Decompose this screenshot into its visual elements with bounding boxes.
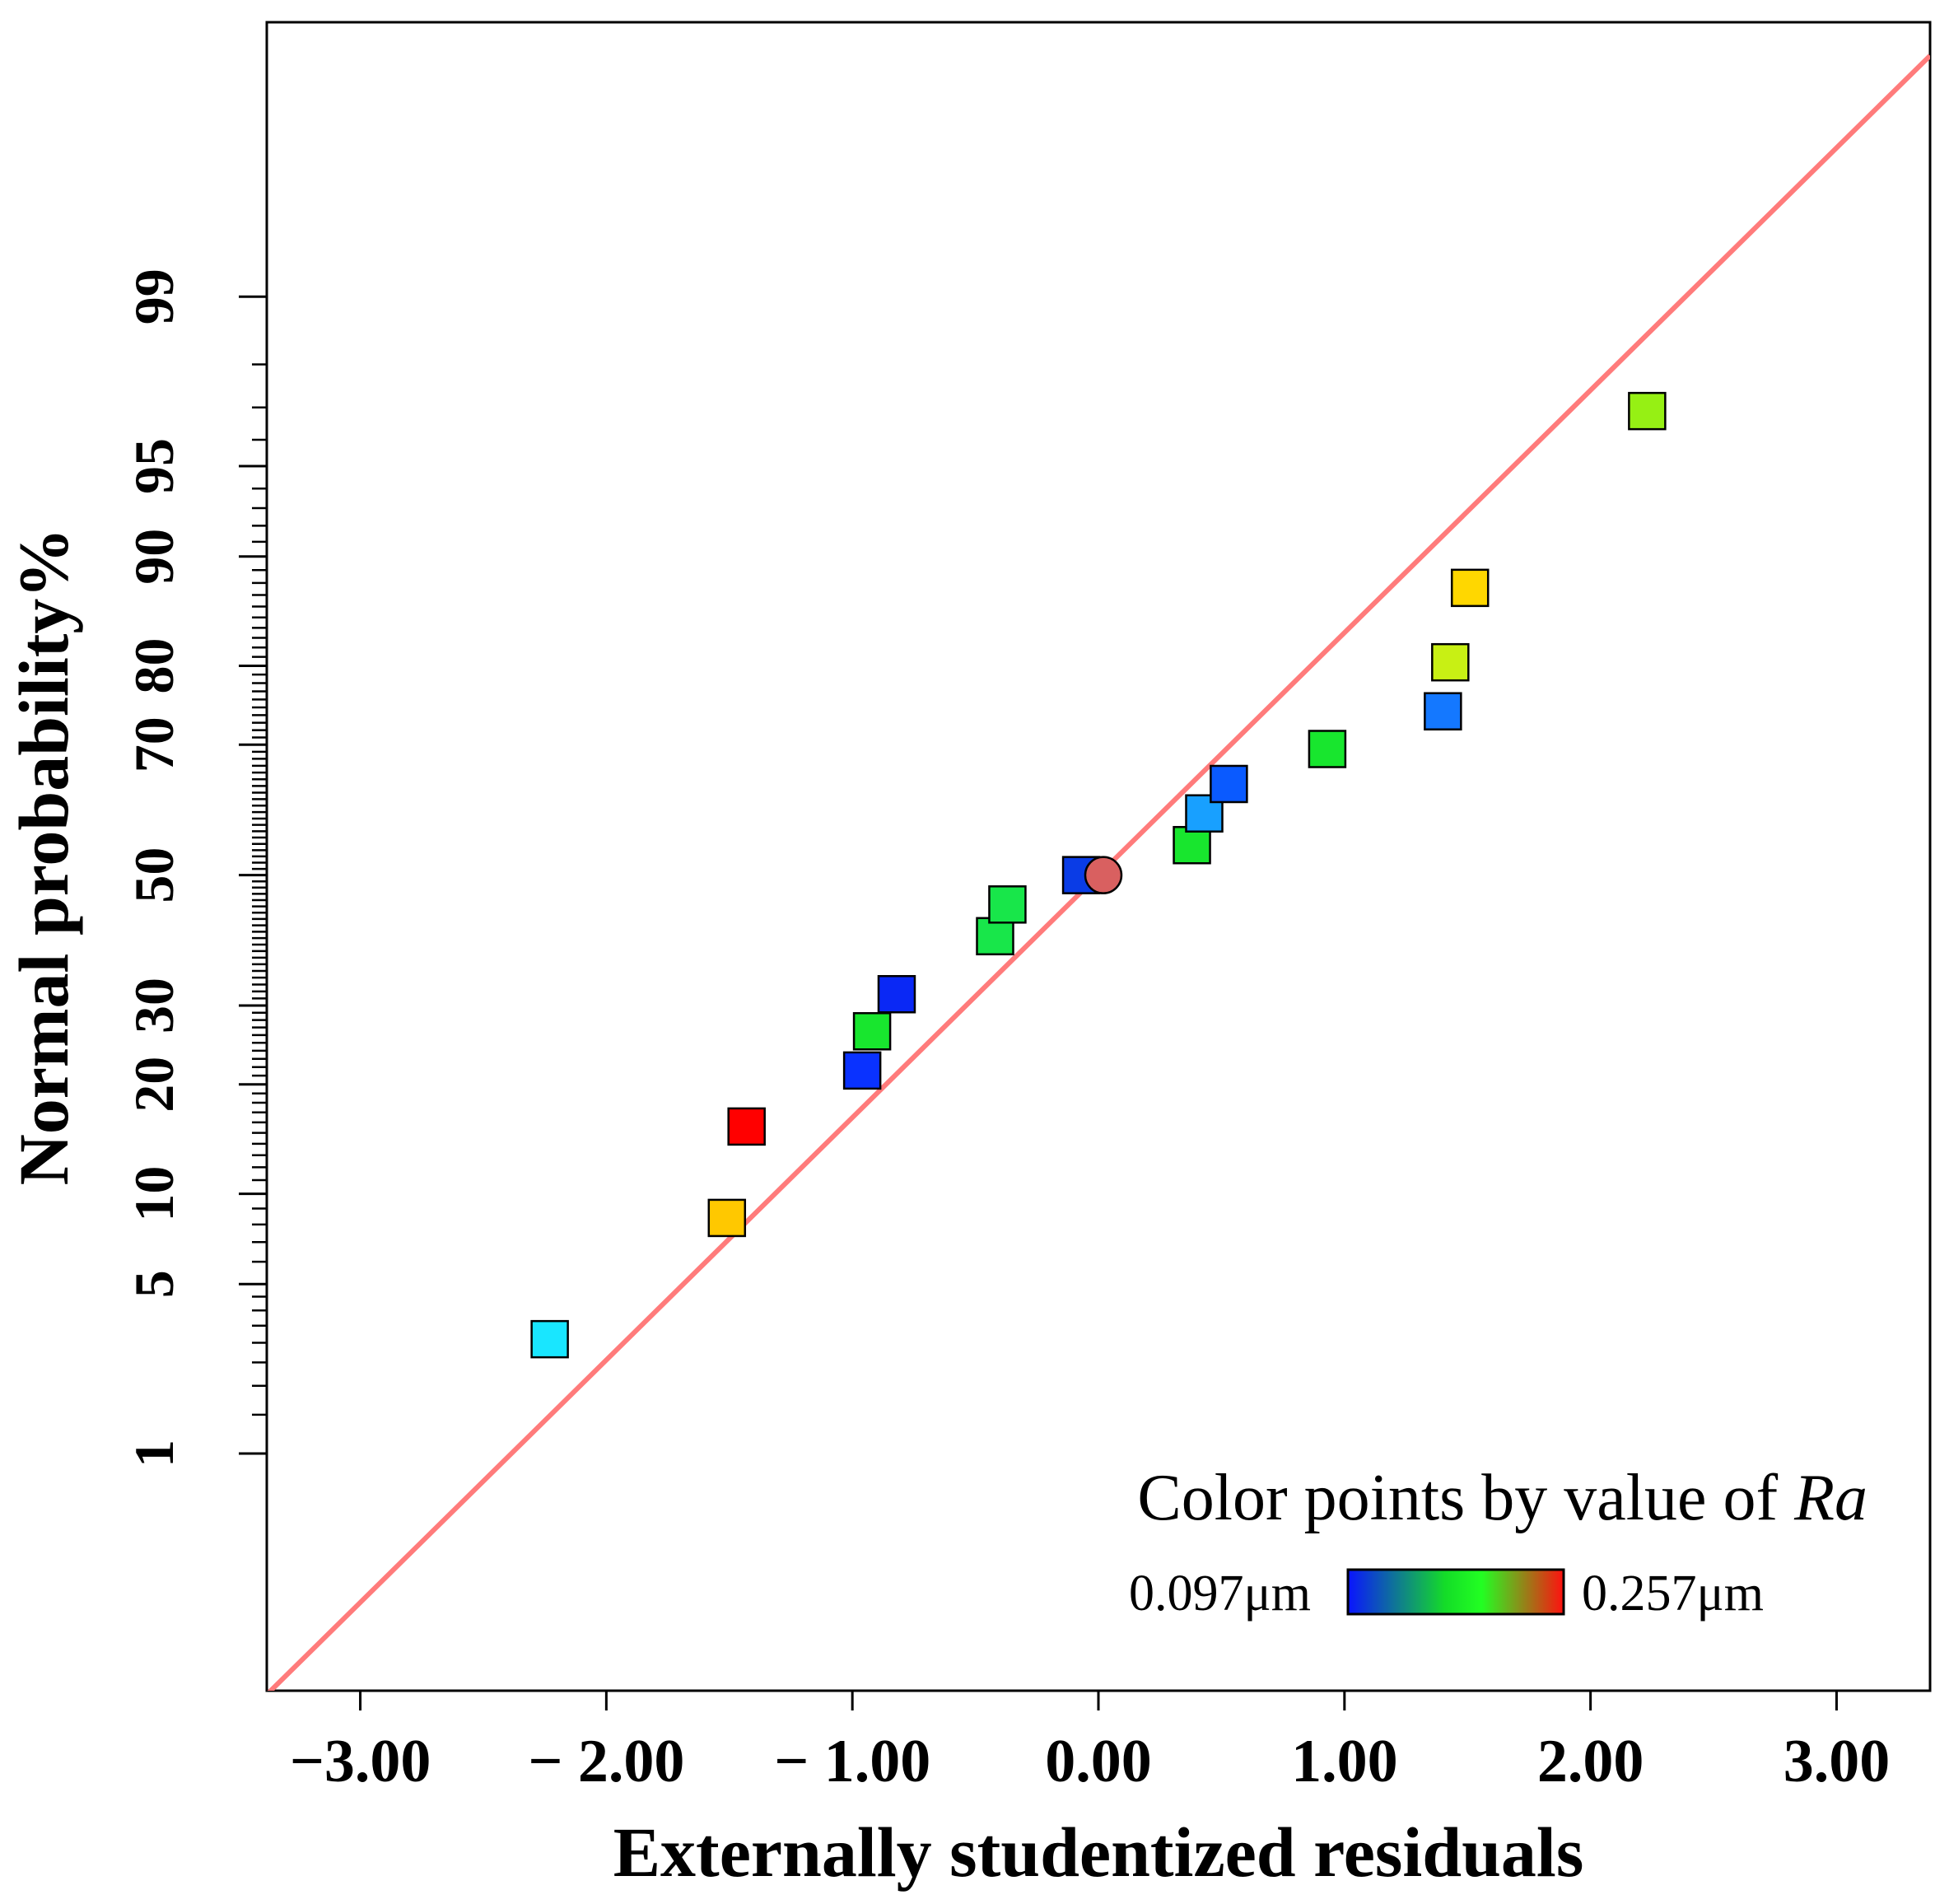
y-tick-label: 10 <box>123 1166 185 1222</box>
x-tick-label: − 1.00 <box>774 1728 930 1795</box>
x-tick-label: 1.00 <box>1291 1728 1398 1795</box>
x-axis-ticks: −3.00 − 2.00 − 1.00 0.00 1.00 2.00 3.00 <box>290 1691 1890 1795</box>
legend-title-text: Color points by value of <box>1137 1462 1794 1534</box>
y-tick-label: 5 <box>123 1270 185 1298</box>
data-point <box>877 974 916 1014</box>
data-point <box>1431 642 1470 682</box>
x-axis-title: Externally studentized residuals <box>613 1813 1584 1892</box>
data-point <box>727 1107 766 1146</box>
y-tick-label: 95 <box>123 438 185 494</box>
data-point <box>1450 568 1490 608</box>
y-tick-label: 20 <box>123 1057 185 1113</box>
y-tick-label: 99 <box>123 268 185 324</box>
data-point <box>988 885 1027 924</box>
legend-max-label: 0.257μm <box>1582 1566 1764 1622</box>
y-tick-label: 30 <box>123 978 185 1034</box>
y-tick-label: 1 <box>123 1440 185 1468</box>
data-point <box>852 1012 892 1051</box>
y-axis-title: Normal probability% <box>4 528 83 1186</box>
legend-title: Color points by value of Ra <box>1137 1462 1867 1534</box>
legend-title-var: Ra <box>1793 1462 1867 1534</box>
data-points <box>530 391 1667 1359</box>
x-tick-label: − 2.00 <box>528 1728 684 1795</box>
y-tick-label: 70 <box>123 716 185 772</box>
legend: Color points by value of Ra 0.097μm 0.25… <box>1129 1462 1867 1622</box>
data-point <box>1173 825 1211 865</box>
y-tick-label: 80 <box>123 638 185 694</box>
data-point <box>1424 692 1462 730</box>
x-tick-label: 3.00 <box>1783 1728 1891 1795</box>
data-point <box>1210 764 1248 804</box>
y-axis-minor-ticks <box>252 363 267 1416</box>
data-point-circle <box>1084 856 1123 894</box>
y-tick-label: 50 <box>123 847 185 903</box>
data-point <box>842 1051 882 1090</box>
y-axis-major-ticks: 1 5 10 20 30 50 70 80 90 95 99 <box>123 268 267 1468</box>
data-point <box>530 1319 569 1359</box>
data-point <box>1308 730 1347 768</box>
data-point <box>707 1198 747 1238</box>
x-tick-label: 2.00 <box>1537 1728 1644 1795</box>
legend-min-label: 0.097μm <box>1129 1566 1311 1622</box>
y-tick-label: 90 <box>123 529 185 585</box>
legend-color-bar <box>1346 1568 1565 1616</box>
x-tick-label: 0.00 <box>1045 1728 1152 1795</box>
x-tick-label: −3.00 <box>290 1728 431 1795</box>
data-point <box>1628 391 1667 431</box>
